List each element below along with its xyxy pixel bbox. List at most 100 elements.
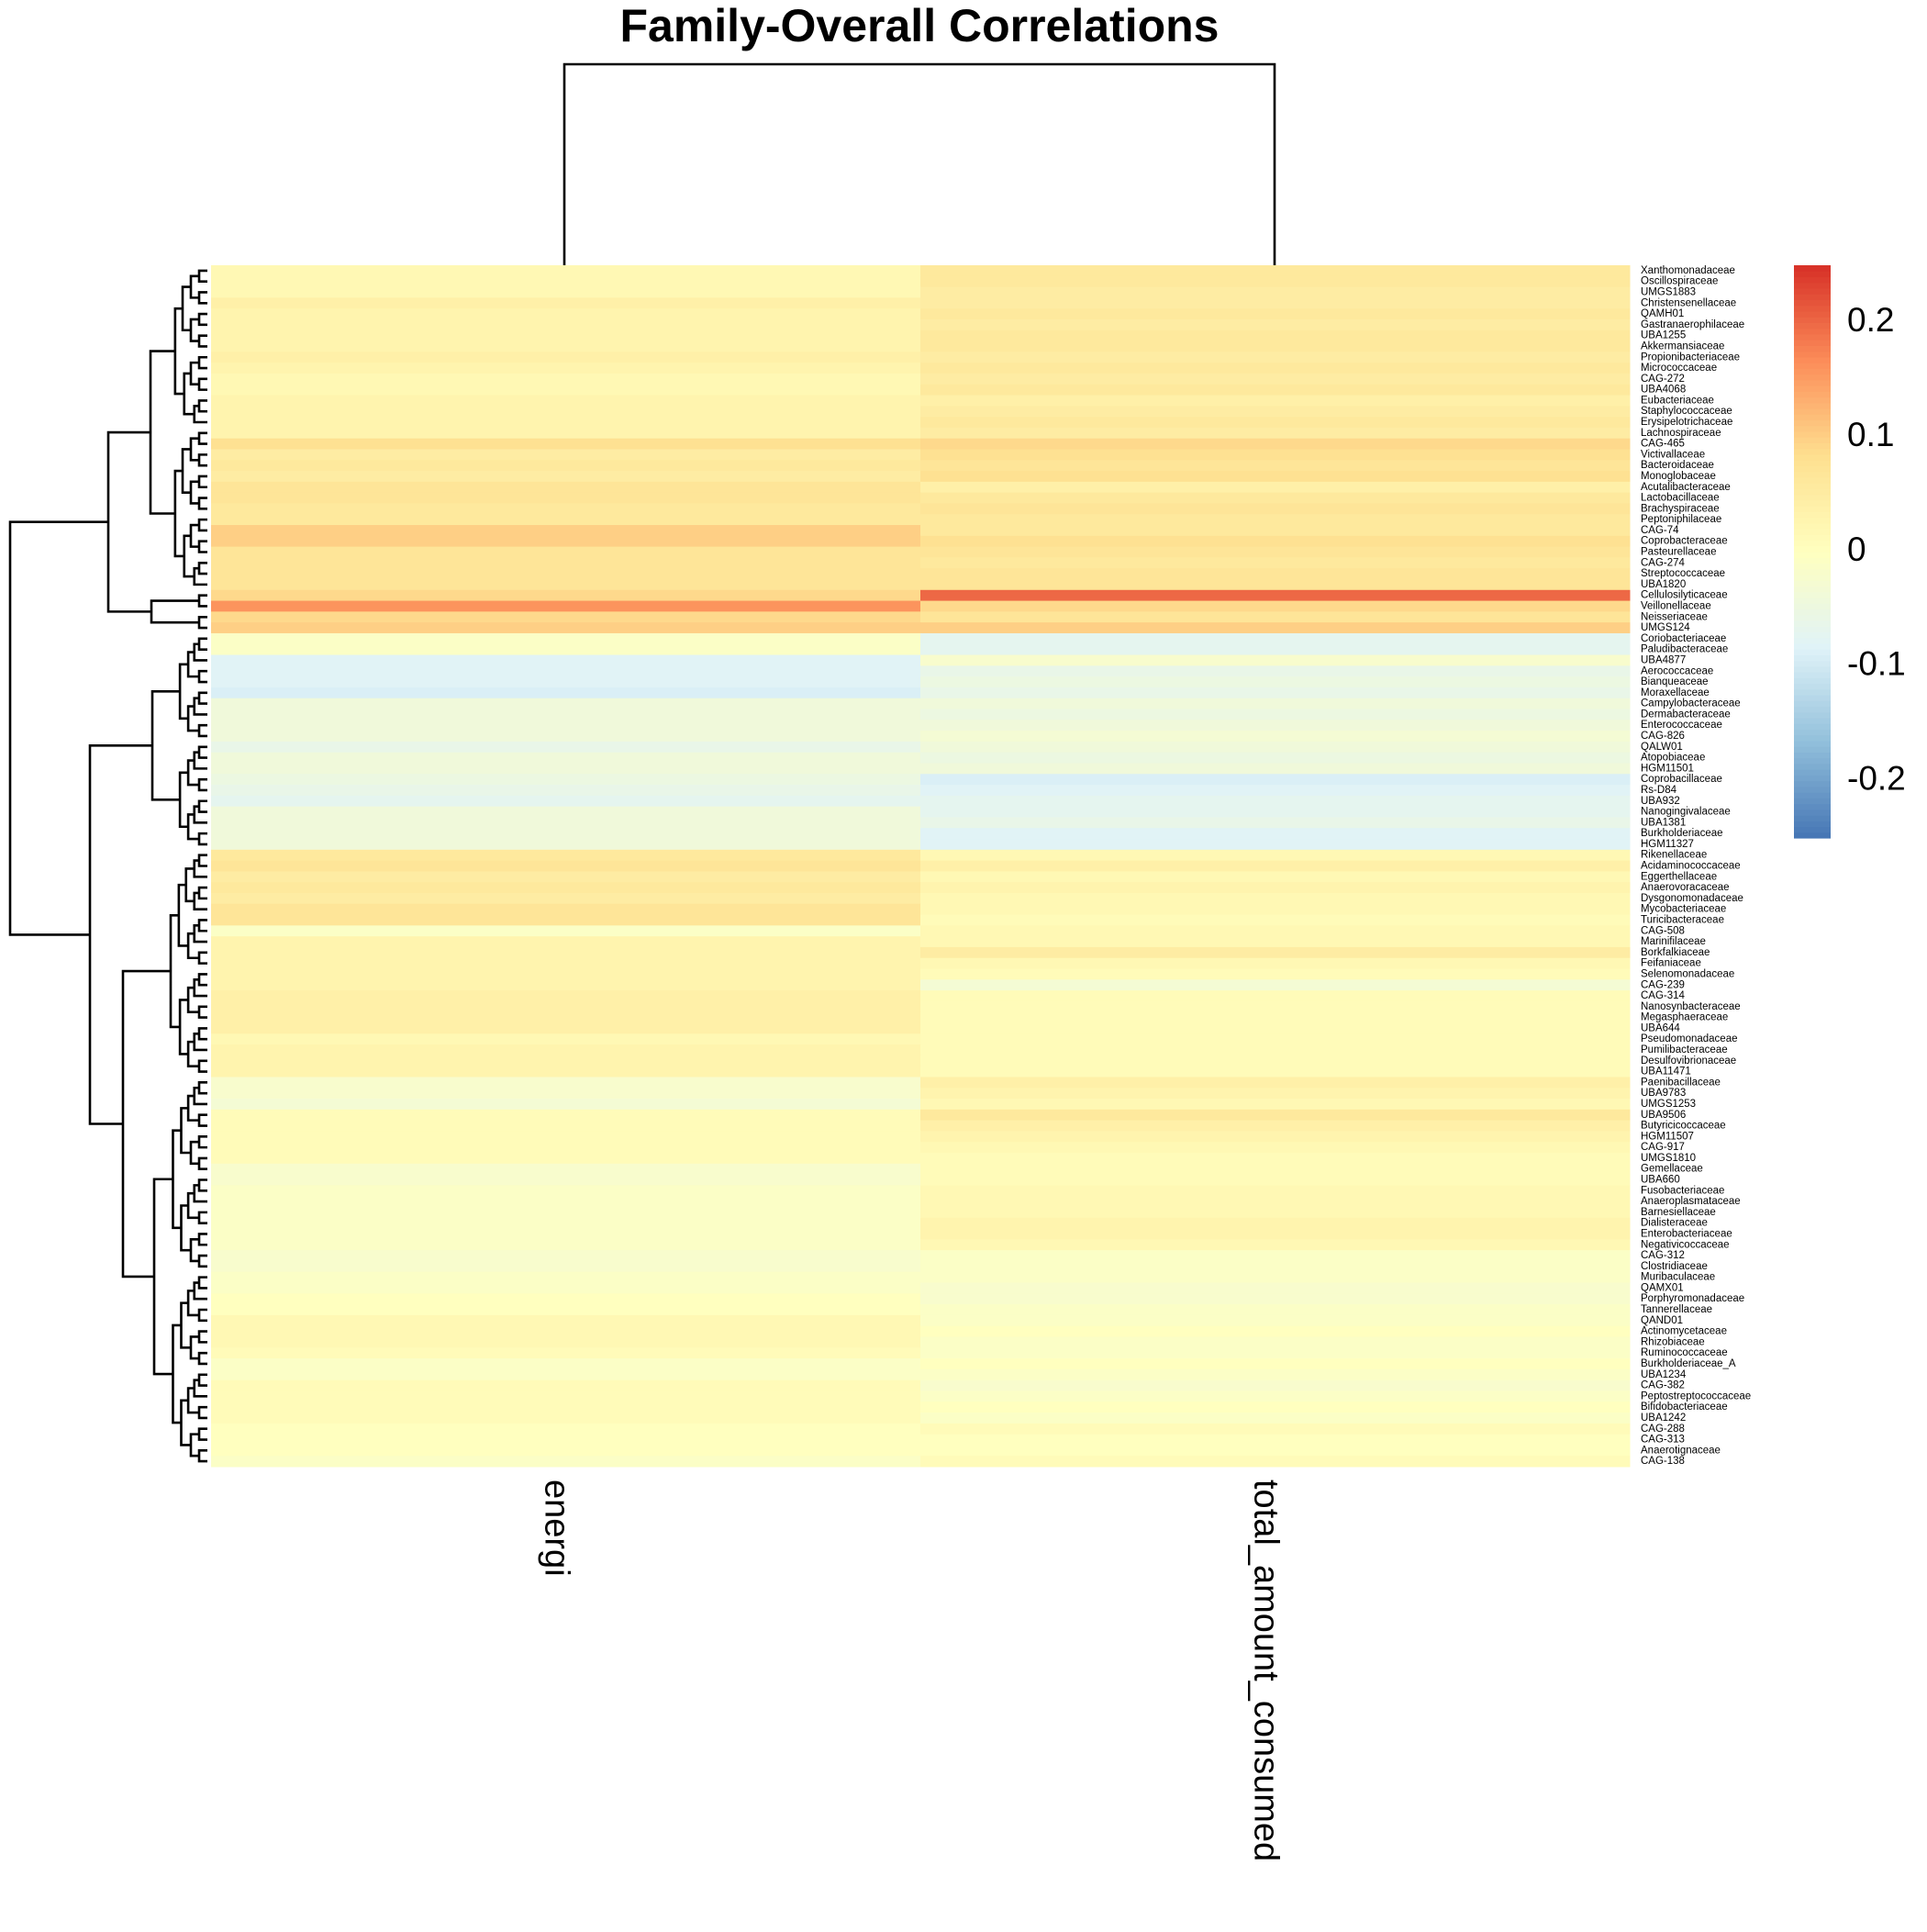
heatmap-cell (920, 979, 1631, 991)
heatmap-cell (920, 1413, 1631, 1424)
row-label: Propionibacteriaceae (1641, 352, 1740, 363)
row-label: HGM11501 (1641, 763, 1694, 774)
legend-swatch (1794, 683, 1831, 690)
legend-swatch (1794, 672, 1831, 678)
row-label: Megasphaeraceae (1641, 1012, 1728, 1023)
legend-swatch (1794, 328, 1831, 335)
heatmap-cell (920, 990, 1631, 1002)
heatmap-cell (920, 1271, 1631, 1284)
heatmap-cell (920, 1153, 1631, 1165)
heatmap-cell (920, 1250, 1631, 1262)
heatmap-cell (920, 914, 1631, 926)
legend-swatch (1794, 529, 1831, 535)
row-label: UBA1381 (1641, 817, 1686, 828)
heatmap-cell (211, 286, 921, 298)
heatmap-cell (920, 1379, 1631, 1391)
row-label: Campylobacteraceae (1641, 698, 1741, 709)
legend-swatch (1794, 511, 1831, 519)
row-label: Xanthomonadaceae (1641, 265, 1735, 276)
heatmap-cell (920, 395, 1631, 407)
row-label: UBA644 (1641, 1022, 1680, 1033)
heatmap-cell (920, 968, 1631, 980)
heatmap-cell (920, 1120, 1631, 1132)
row-label: Enterococcaceae (1641, 720, 1722, 731)
heatmap-cell (920, 308, 1631, 320)
row-label: Muribaculaceae (1641, 1272, 1715, 1283)
legend-swatch (1794, 430, 1831, 438)
heatmap-cell (211, 600, 921, 612)
row-label: Acutalibacteraceae (1641, 482, 1731, 493)
heatmap-cell (920, 698, 1631, 710)
heatmap-cell (920, 363, 1631, 374)
row-label: UBA932 (1641, 796, 1680, 807)
heatmap-cell (920, 860, 1631, 872)
legend-swatch (1794, 603, 1831, 609)
heatmap-cell (211, 363, 921, 374)
row-label: Burkholderiaceae_A (1641, 1358, 1736, 1369)
legend-swatch (1794, 506, 1831, 512)
legend-swatch (1794, 522, 1831, 530)
legend-swatch (1794, 654, 1831, 662)
heatmap-cell (211, 514, 921, 526)
row-label: Victivallaceae (1641, 449, 1705, 460)
heatmap-cell (211, 1011, 921, 1023)
heatmap-cell (920, 774, 1631, 786)
heatmap-cell (211, 957, 921, 970)
heatmap-cell (211, 643, 921, 656)
row-label: CAG-508 (1641, 925, 1685, 936)
row-label: Lactobacillaceae (1641, 493, 1720, 504)
heatmap-cell (211, 417, 921, 429)
row-label: Anaerotignaceae (1641, 1445, 1721, 1456)
row-label: UBA1255 (1641, 330, 1686, 341)
heatmap-cell (920, 471, 1631, 483)
legend-swatch (1794, 379, 1831, 386)
legend-swatch (1794, 729, 1831, 736)
heatmap-cell (920, 525, 1631, 537)
heatmap-cell (211, 709, 921, 720)
row-label: Rikenellaceae (1641, 850, 1707, 861)
legend-swatch (1794, 815, 1831, 821)
row-label: UMGS1810 (1641, 1153, 1696, 1164)
legend-swatch (1794, 597, 1831, 604)
legend-swatch (1794, 471, 1831, 478)
row-label: Aerococcaceae (1641, 665, 1713, 676)
row-label: UBA660 (1641, 1175, 1680, 1186)
legend-swatch (1794, 557, 1831, 564)
row-label: Turicibacteraceae (1641, 914, 1724, 925)
row-label: CAG-272 (1641, 374, 1685, 385)
heatmap-cell (211, 1260, 921, 1273)
heatmap-cell (920, 643, 1631, 656)
legend-swatch (1794, 568, 1831, 575)
heatmap-cell (211, 1445, 921, 1457)
heatmap-cell (920, 763, 1631, 775)
heatmap-cell (211, 471, 921, 483)
heatmap-cell (920, 849, 1631, 862)
row-label: Bianqueaceae (1641, 676, 1709, 687)
heatmap-cell (920, 1066, 1631, 1078)
heatmap-cell (920, 265, 1631, 277)
legend-swatch (1794, 483, 1831, 489)
row-label: CAG-239 (1641, 979, 1685, 990)
legend-swatch (1794, 769, 1831, 776)
legend-swatch (1794, 494, 1831, 501)
heatmap-cell (211, 882, 921, 894)
legend-swatch (1794, 356, 1831, 363)
legend-swatch (1794, 695, 1831, 701)
heatmap-cell (920, 632, 1631, 645)
row-label: QAMH01 (1641, 308, 1684, 319)
row-label: CAG-917 (1641, 1142, 1685, 1153)
row-label: Ruminococcaceae (1641, 1347, 1728, 1358)
heatmap-cell (920, 1293, 1631, 1305)
heatmap-cell (920, 1368, 1631, 1381)
legend-swatch (1794, 305, 1831, 312)
heatmap-cell (211, 1033, 921, 1045)
row-label: HGM11327 (1641, 839, 1694, 850)
heatmap-cell (920, 1239, 1631, 1251)
heatmap-cell (920, 406, 1631, 418)
heatmap-cell (211, 731, 921, 743)
heatmap-cell (211, 578, 921, 591)
heatmap-cell (211, 406, 921, 418)
heatmap-cell (211, 308, 921, 320)
row-label: Porphyromonadaceae (1641, 1293, 1744, 1304)
heatmap-cell (211, 654, 921, 666)
